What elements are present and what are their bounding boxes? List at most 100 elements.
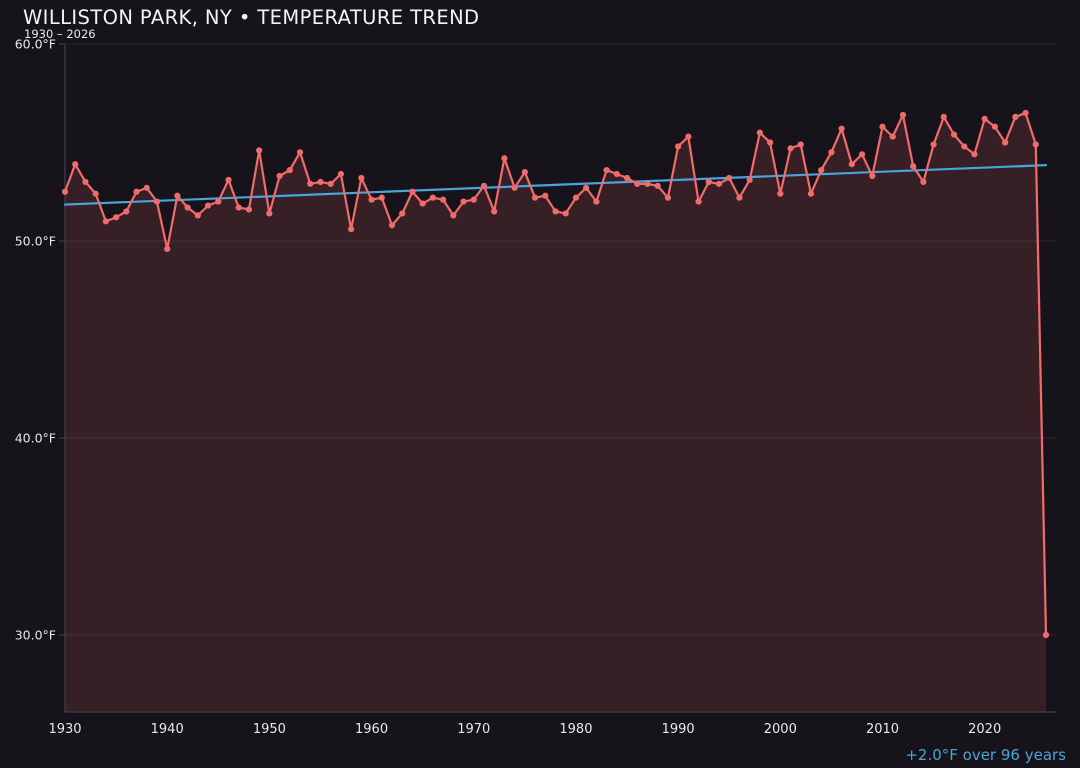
data-point-marker xyxy=(848,161,855,168)
data-point-marker xyxy=(296,149,304,156)
data-point-marker xyxy=(61,188,69,195)
data-point-marker xyxy=(930,141,937,148)
data-point-marker xyxy=(307,180,314,187)
data-point-marker xyxy=(480,182,488,189)
data-point-marker xyxy=(971,151,978,158)
data-point-marker xyxy=(194,212,201,219)
y-tick-label: 60.0°F xyxy=(15,37,56,52)
data-point-marker xyxy=(521,168,528,176)
data-point-marker xyxy=(889,133,896,140)
data-point-marker xyxy=(715,180,723,187)
data-point-marker xyxy=(644,180,651,187)
x-tick-label: 1930 xyxy=(48,722,81,737)
data-point-marker xyxy=(245,206,253,213)
y-tick-label: 30.0°F xyxy=(15,628,56,643)
x-tick-label: 1940 xyxy=(151,722,184,737)
data-point-marker xyxy=(317,178,324,185)
x-tick-label: 2000 xyxy=(764,722,797,737)
x-tick-label: 1950 xyxy=(253,722,286,737)
data-point-marker xyxy=(654,182,661,189)
data-point-marker xyxy=(910,163,917,170)
data-point-marker xyxy=(501,155,508,162)
data-point-marker xyxy=(143,184,150,191)
data-point-marker xyxy=(327,180,334,187)
data-point-marker xyxy=(419,200,426,207)
data-point-marker xyxy=(1042,631,1050,639)
data-point-marker xyxy=(174,192,181,199)
data-point-marker xyxy=(940,113,947,120)
data-point-marker xyxy=(286,166,293,174)
data-point-marker xyxy=(348,226,355,233)
data-point-marker xyxy=(899,111,907,119)
x-tick-label: 1980 xyxy=(559,722,592,737)
data-point-marker xyxy=(736,194,743,201)
data-point-marker xyxy=(399,210,406,217)
date-range-subtitle: 1930 – 2026 xyxy=(24,27,96,41)
x-tick-label: 2010 xyxy=(866,722,899,737)
data-point-marker xyxy=(879,123,886,130)
data-point-marker xyxy=(276,172,283,180)
data-point-marker xyxy=(838,125,845,132)
data-point-marker xyxy=(266,210,273,217)
data-point-marker xyxy=(123,208,130,215)
data-point-marker xyxy=(572,194,580,201)
data-point-marker xyxy=(818,166,825,174)
data-point-marker xyxy=(542,192,549,199)
x-tick-label: 2020 xyxy=(968,722,1001,737)
data-point-marker xyxy=(695,198,702,205)
data-point-marker xyxy=(235,204,242,211)
data-point-marker xyxy=(409,188,416,195)
data-point-marker xyxy=(429,194,436,201)
data-point-marker xyxy=(388,222,396,229)
data-point-marker xyxy=(204,202,212,209)
data-point-marker xyxy=(450,212,457,219)
data-point-marker xyxy=(828,149,835,156)
data-point-marker xyxy=(337,170,345,178)
data-point-marker xyxy=(92,190,99,197)
data-point-marker xyxy=(858,151,866,158)
data-point-marker xyxy=(82,178,89,185)
page-title: WILLISTON PARK, NY • TEMPERATURE TREND xyxy=(23,6,480,29)
data-point-marker xyxy=(112,214,120,221)
data-point-marker xyxy=(991,123,999,130)
data-point-marker xyxy=(470,196,477,203)
data-point-marker xyxy=(1002,139,1009,146)
data-point-marker xyxy=(460,198,467,205)
data-point-marker xyxy=(562,210,569,217)
x-tick-label: 1990 xyxy=(662,722,695,737)
data-point-marker xyxy=(756,129,763,136)
data-point-marker xyxy=(511,184,518,191)
data-point-marker xyxy=(675,143,682,150)
data-point-marker xyxy=(256,147,263,154)
data-point-marker xyxy=(705,178,712,185)
trend-line xyxy=(63,164,1048,206)
data-point-marker xyxy=(1032,141,1039,148)
data-point-marker xyxy=(368,196,375,203)
data-point-marker xyxy=(164,245,171,252)
data-point-marker xyxy=(552,208,559,215)
data-point-marker xyxy=(1022,109,1029,117)
data-point-marker xyxy=(777,190,784,197)
data-point-marker xyxy=(133,188,140,195)
data-point-marker xyxy=(593,198,600,205)
data-point-marker xyxy=(634,180,641,187)
y-tick-label: 50.0°F xyxy=(15,234,56,249)
data-point-marker xyxy=(797,141,804,148)
data-point-marker xyxy=(787,145,794,152)
data-point-marker xyxy=(746,176,753,184)
data-point-marker xyxy=(623,174,631,182)
data-point-marker xyxy=(439,196,447,203)
x-tick-label: 1970 xyxy=(457,722,490,737)
data-point-marker xyxy=(603,166,610,174)
data-point-marker xyxy=(72,161,79,168)
data-point-marker xyxy=(664,194,672,201)
data-point-marker xyxy=(184,204,191,211)
x-tick-label: 1960 xyxy=(355,722,388,737)
y-tick-label: 40.0°F xyxy=(15,431,56,446)
data-point-marker xyxy=(358,174,365,182)
series-area-fill xyxy=(65,112,1046,712)
data-point-marker xyxy=(920,178,927,185)
data-point-marker xyxy=(766,139,774,146)
